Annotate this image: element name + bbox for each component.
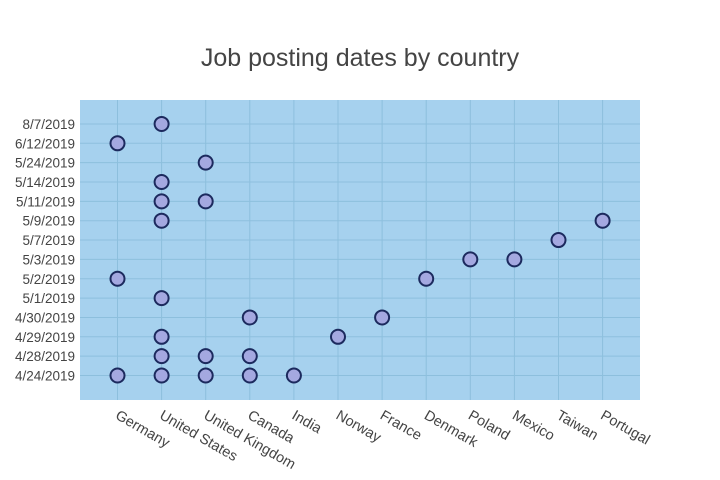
data-point	[374, 309, 391, 326]
y-tick-label: 5/3/2019	[22, 252, 75, 267]
data-point	[197, 154, 214, 171]
y-tick-label: 8/7/2019	[22, 117, 75, 132]
data-point	[594, 212, 611, 229]
x-tick-label: Norway	[333, 408, 384, 447]
data-point	[506, 251, 523, 268]
y-tick-label: 5/14/2019	[15, 175, 75, 190]
data-points	[109, 115, 611, 384]
y-tick-label: 6/12/2019	[15, 136, 75, 151]
chart-title: Job posting dates by country	[201, 44, 520, 72]
x-tick-label: France	[377, 408, 424, 444]
y-tick-label: 5/7/2019	[22, 233, 75, 248]
data-point	[550, 232, 567, 249]
plot-area	[80, 100, 640, 400]
data-point	[153, 348, 170, 365]
data-point	[153, 328, 170, 345]
y-tick-label: 4/28/2019	[15, 349, 75, 364]
y-tick-label: 4/29/2019	[15, 330, 75, 345]
data-point	[153, 115, 170, 132]
data-point	[109, 270, 126, 287]
y-axis-ticks: 4/24/2019 4/28/2019 4/29/2019 4/30/2019 5/1/…	[15, 117, 75, 384]
data-point	[197, 367, 214, 384]
data-point	[153, 212, 170, 229]
y-tick-label: 5/9/2019	[22, 214, 75, 229]
data-point	[197, 193, 214, 210]
data-point	[153, 174, 170, 190]
data-point	[241, 367, 258, 384]
x-tick-label: Taiwan	[554, 408, 601, 444]
data-point	[153, 193, 170, 210]
x-tick-label: Mexico	[509, 408, 557, 445]
y-tick-label: 4/30/2019	[15, 310, 75, 325]
data-point	[241, 348, 258, 365]
gridlines	[80, 100, 640, 400]
y-tick-label: 5/24/2019	[15, 156, 75, 171]
data-point	[241, 309, 258, 326]
y-tick-label: 5/2/2019	[22, 272, 75, 287]
data-point	[197, 348, 214, 365]
y-tick-label: 5/11/2019	[16, 194, 75, 209]
data-point	[153, 367, 170, 384]
data-point	[330, 328, 346, 345]
x-tick-label: Portugal	[598, 408, 653, 449]
y-tick-label: 5/1/2019	[22, 291, 75, 306]
data-point	[462, 251, 479, 268]
data-point	[153, 290, 170, 307]
data-point	[285, 367, 302, 384]
data-point	[418, 270, 435, 287]
data-point	[109, 367, 126, 384]
y-tick-label: 4/24/2019	[15, 369, 75, 384]
data-point	[109, 135, 126, 152]
